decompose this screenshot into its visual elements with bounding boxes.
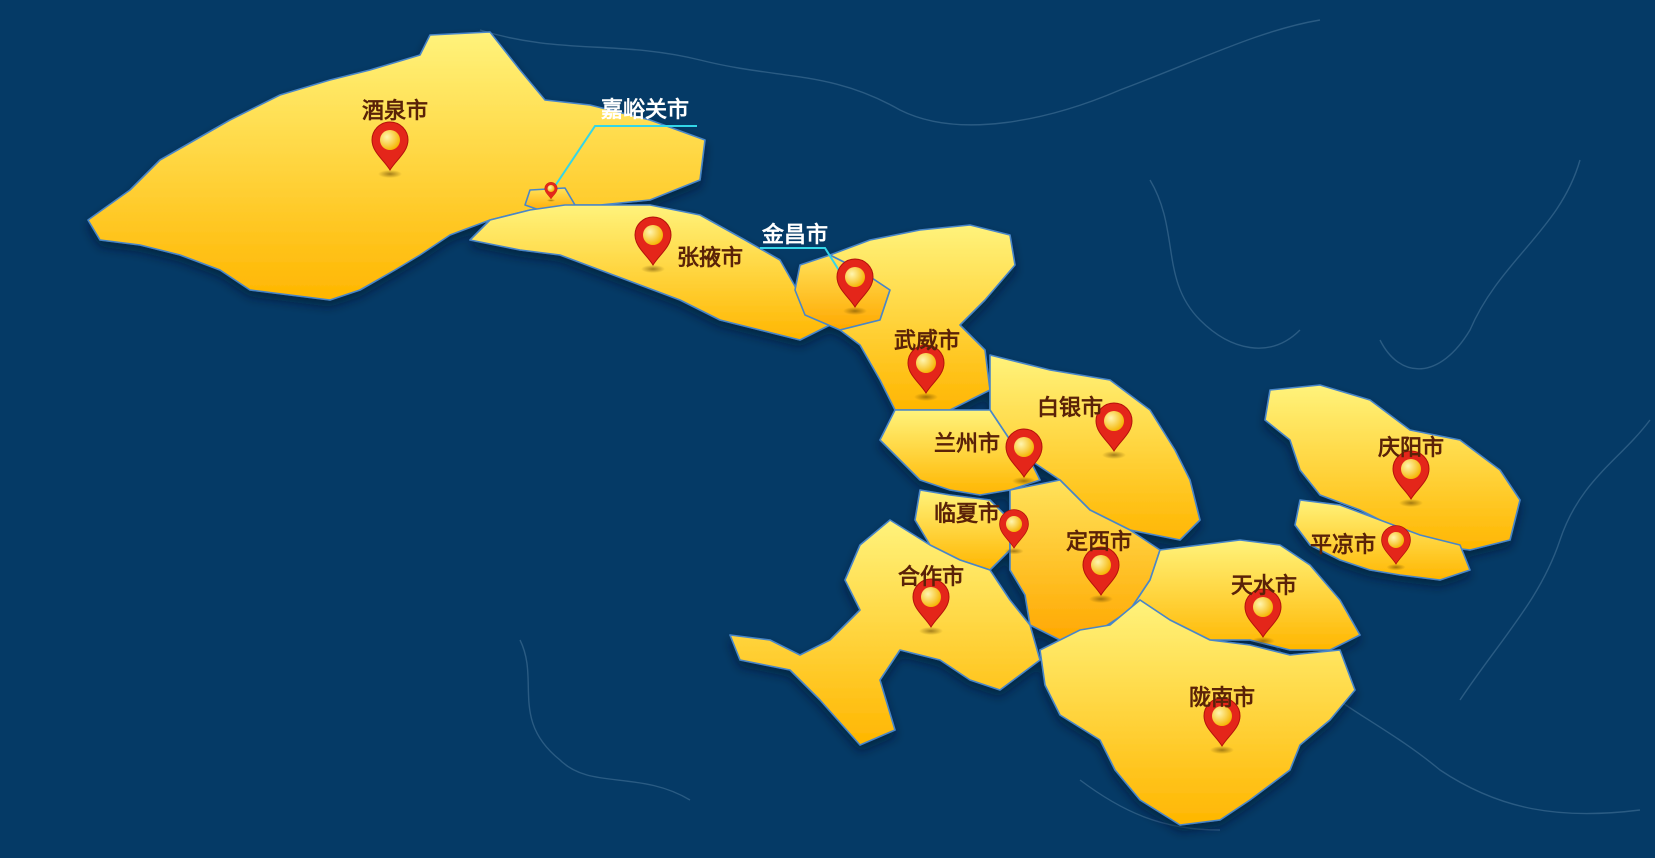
map-pin-icon[interactable]	[1005, 428, 1043, 485]
region-label-linxia: 临夏市	[934, 501, 1000, 527]
map-pin-icon[interactable]	[1244, 588, 1282, 645]
region-label-tianshui: 天水市	[1231, 573, 1297, 599]
region-label-jiayuguan: 嘉峪关市	[601, 97, 689, 123]
region-label-qingyang: 庆阳市	[1378, 435, 1444, 461]
map-pin-icon[interactable]	[1381, 525, 1411, 571]
map-pin-icon[interactable]	[371, 121, 409, 178]
region-label-zhangye: 张掖市	[677, 245, 743, 271]
map-pin-icon[interactable]	[836, 258, 874, 315]
map-pin-icon[interactable]	[1203, 697, 1241, 754]
map-pin-icon[interactable]	[912, 578, 950, 635]
map-pin-icon[interactable]	[1392, 450, 1430, 507]
map-pin-icon[interactable]	[544, 182, 558, 202]
region-gannan[interactable]	[729, 519, 1041, 746]
region-linxia[interactable]	[914, 489, 1011, 571]
region-label-longnan: 陇南市	[1189, 685, 1255, 711]
region-label-jinchang: 金昌市	[761, 222, 828, 248]
map-pin-icon[interactable]	[1082, 546, 1120, 603]
map-pin-icon[interactable]	[634, 216, 672, 273]
region-qingyang[interactable]	[1264, 384, 1521, 551]
region-label-pingliang: 平凉市	[1310, 532, 1376, 558]
region-label-lanzhou: 兰州市	[934, 431, 1000, 457]
map-pin-icon[interactable]	[999, 509, 1029, 555]
region-longnan[interactable]	[1039, 599, 1356, 826]
region-label-dingxi: 定西市	[1066, 529, 1132, 555]
region-label-wuwei: 武威市	[894, 328, 960, 354]
region-label-jiuquan: 酒泉市	[362, 98, 428, 124]
map-pin-icon[interactable]	[1095, 402, 1133, 459]
region-label-baiyin: 白银市	[1037, 395, 1103, 421]
region-label-gannan: 合作市	[898, 564, 964, 590]
region-jiuquan[interactable]	[87, 31, 706, 301]
region-shapes	[87, 31, 1521, 826]
map-pin-icon[interactable]	[907, 344, 945, 401]
